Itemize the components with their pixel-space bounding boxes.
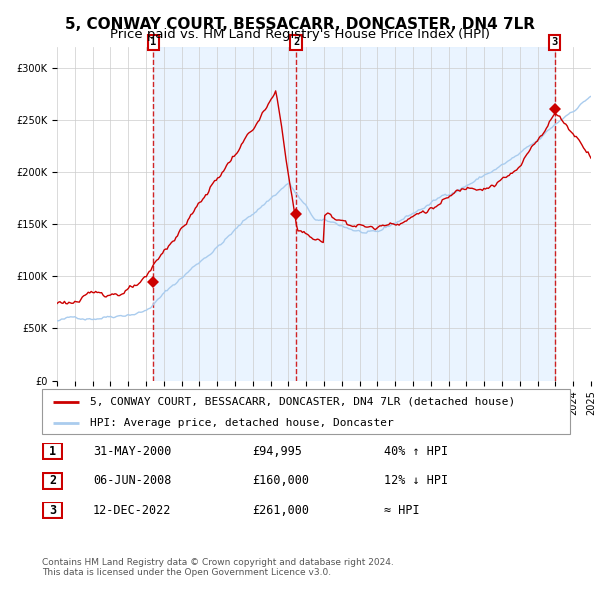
- Text: Price paid vs. HM Land Registry's House Price Index (HPI): Price paid vs. HM Land Registry's House …: [110, 28, 490, 41]
- Text: 1: 1: [49, 445, 56, 458]
- Text: 5, CONWAY COURT, BESSACARR, DONCASTER, DN4 7LR: 5, CONWAY COURT, BESSACARR, DONCASTER, D…: [65, 17, 535, 31]
- Text: 5, CONWAY COURT, BESSACARR, DONCASTER, DN4 7LR (detached house): 5, CONWAY COURT, BESSACARR, DONCASTER, D…: [89, 397, 515, 407]
- Text: 3: 3: [551, 37, 557, 47]
- Text: 12-DEC-2022: 12-DEC-2022: [93, 504, 172, 517]
- Text: £261,000: £261,000: [252, 504, 309, 517]
- Text: Contains HM Land Registry data © Crown copyright and database right 2024.
This d: Contains HM Land Registry data © Crown c…: [42, 558, 394, 577]
- Text: 40% ↑ HPI: 40% ↑ HPI: [384, 445, 448, 458]
- Text: 2: 2: [49, 474, 56, 487]
- Text: £94,995: £94,995: [252, 445, 302, 458]
- Text: 1: 1: [151, 37, 157, 47]
- Text: HPI: Average price, detached house, Doncaster: HPI: Average price, detached house, Donc…: [89, 418, 393, 428]
- Text: £160,000: £160,000: [252, 474, 309, 487]
- Bar: [154, 47, 554, 381]
- Text: 12% ↓ HPI: 12% ↓ HPI: [384, 474, 448, 487]
- Text: 2: 2: [293, 37, 299, 47]
- Text: 3: 3: [49, 504, 56, 517]
- Text: 31-MAY-2000: 31-MAY-2000: [93, 445, 172, 458]
- Text: 06-JUN-2008: 06-JUN-2008: [93, 474, 172, 487]
- Text: ≈ HPI: ≈ HPI: [384, 504, 419, 517]
